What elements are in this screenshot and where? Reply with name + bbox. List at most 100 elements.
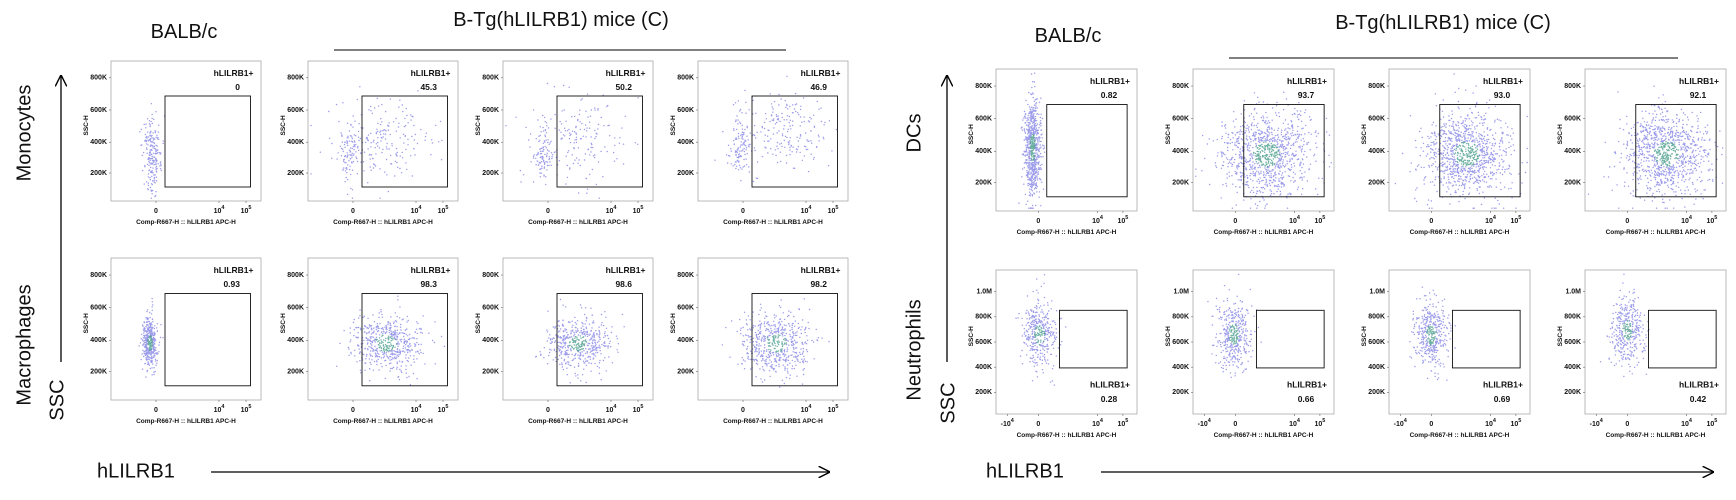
x-tick-exp: 5 <box>835 404 838 410</box>
x-tick-label: 104 <box>1485 215 1497 225</box>
x-tick-label: 104 <box>1092 418 1104 428</box>
y-tick-label: 400K <box>287 337 304 344</box>
y-tick-label: 200K <box>1368 389 1385 396</box>
x-tick-base: -10 <box>1001 421 1011 428</box>
x-tick-exp: 5 <box>1322 418 1325 424</box>
y-tick-label: 200K <box>482 368 499 375</box>
column-title: BALB/c <box>151 21 218 43</box>
y-tick-label: 800K <box>1564 314 1581 321</box>
y-tick-label: 600K <box>975 339 992 346</box>
x-tick-exp: 4 <box>221 205 225 211</box>
y-tick-label: 400K <box>1368 364 1385 371</box>
plot-frame <box>110 257 262 401</box>
y-tick-label: 200K <box>287 368 304 375</box>
gate-label: hLILRB1+ <box>606 68 646 78</box>
y-tick-label: 800K <box>90 272 107 279</box>
gate <box>164 95 251 188</box>
x-tick-base: 10 <box>1510 218 1518 225</box>
x-tick-label: 0 <box>1233 218 1237 225</box>
x-tick-label: 104 <box>214 404 226 414</box>
gate-label: hLILRB1+ <box>411 265 451 275</box>
x-label: Comp-R667-H :: hLILRB1 APC-H <box>723 418 823 425</box>
gate-value: 0.69 <box>1494 394 1511 404</box>
x-tick-exp: 4 <box>808 404 812 410</box>
gate-value: 0.82 <box>1101 90 1118 100</box>
gate-label: hLILRB1+ <box>1090 379 1130 389</box>
y-tick-label: 200K <box>677 170 694 177</box>
dense-events <box>147 335 153 351</box>
events <box>1409 286 1456 381</box>
y-tick-label: 400K <box>975 364 992 371</box>
x-tick-label: 0 <box>351 208 355 215</box>
y-label: SSC-H <box>1557 124 1564 145</box>
x-tick-exp: 4 <box>1404 418 1408 424</box>
x-tick-exp: 4 <box>1100 418 1104 424</box>
gate-value: 93.0 <box>1494 90 1511 100</box>
plot-frame <box>1584 68 1727 212</box>
gate <box>751 293 838 387</box>
y-tick-label: 800K <box>1172 83 1189 90</box>
x-tick-exp: 5 <box>1322 215 1325 221</box>
gate-value: 0.28 <box>1101 394 1118 404</box>
dense-events <box>1621 320 1633 341</box>
x-tick-base: 10 <box>411 407 419 414</box>
x-label: Comp-R667-H :: hLILRB1 APC-H <box>136 418 236 425</box>
y-tick-label: 400K <box>1564 364 1581 371</box>
dense-events <box>1453 141 1480 167</box>
x-tick-label: 105 <box>828 404 839 414</box>
y-tick-label: 600K <box>90 107 107 114</box>
x-tick-exp: 4 <box>808 205 812 211</box>
events <box>534 298 625 384</box>
events <box>1207 273 1262 378</box>
gate-label: hLILRB1+ <box>214 265 254 275</box>
x-label: Comp-R667-H :: hLILRB1 APC-H <box>528 219 628 226</box>
dense-events <box>1029 133 1036 161</box>
gate-value: 0.93 <box>223 279 240 289</box>
plot-frame <box>1192 269 1335 415</box>
dense-events <box>766 334 788 353</box>
y-label: SSC-H <box>670 115 677 136</box>
x-axis-label: hLILRB1 <box>986 460 1064 482</box>
y-tick-label: 600K <box>1368 339 1385 346</box>
x-tick-base: 10 <box>801 208 809 215</box>
x-label: Comp-R667-H :: hLILRB1 APC-H <box>528 418 628 425</box>
gate-value: 98.2 <box>810 279 827 289</box>
x-tick-base: 10 <box>1681 218 1689 225</box>
y-tick-label: 200K <box>975 179 992 186</box>
x-label: Comp-R667-H :: hLILRB1 APC-H <box>333 219 433 226</box>
x-tick-label: 104 <box>606 205 618 215</box>
gate <box>1046 104 1128 198</box>
gate-value: 46.9 <box>810 82 827 92</box>
x-label: Comp-R667-H :: hLILRB1 APC-H <box>1410 432 1510 439</box>
y-tick-label: 400K <box>1564 148 1581 155</box>
dense-events <box>1425 326 1437 346</box>
x-tick-label: 104 <box>1681 215 1693 225</box>
x-tick-base: 10 <box>1510 421 1518 428</box>
gate <box>1451 309 1521 369</box>
y-tick-label: 400K <box>287 139 304 146</box>
x-tick-base: 0 <box>154 208 158 215</box>
x-tick-base: -10 <box>1198 421 1208 428</box>
y-tick-label: 200K <box>1172 389 1189 396</box>
x-tick-base: 10 <box>633 208 641 215</box>
x-tick-base: 10 <box>214 208 222 215</box>
y-tick-label: 600K <box>482 107 499 114</box>
x-tick-label: 104 <box>801 205 813 215</box>
gate-label: hLILRB1+ <box>1483 76 1523 86</box>
x-tick-base: 0 <box>546 407 550 414</box>
x-tick-label: 0 <box>1429 218 1433 225</box>
x-tick-label: 0 <box>154 208 158 215</box>
x-label: Comp-R667-H :: hLILRB1 APC-H <box>1410 229 1510 236</box>
y-tick-label: 800K <box>1368 314 1385 321</box>
x-tick-base: 10 <box>828 208 836 215</box>
x-tick-exp: 4 <box>1689 418 1693 424</box>
dense-events <box>375 334 398 353</box>
x-tick-label: 105 <box>241 205 252 215</box>
gate-value: 0.42 <box>1690 394 1707 404</box>
x-tick-exp: 4 <box>1493 215 1497 221</box>
x-label: Comp-R667-H :: hLILRB1 APC-H <box>1017 229 1117 236</box>
